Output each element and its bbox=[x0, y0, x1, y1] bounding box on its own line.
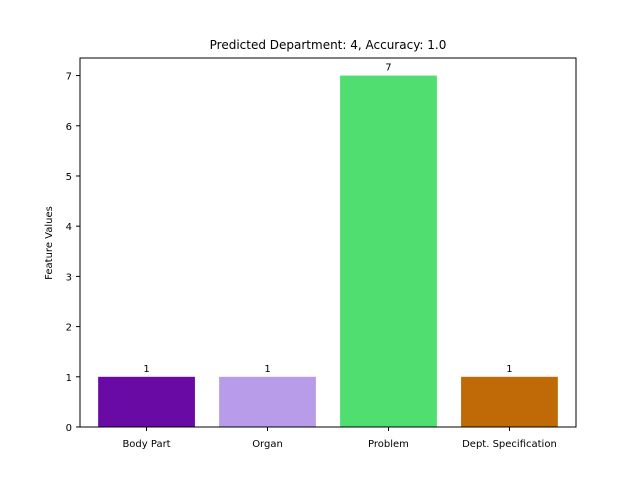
plot-frame bbox=[79, 57, 577, 428]
bar-value-label-2: 7 bbox=[385, 63, 391, 74]
y-tick-label-6: 6 bbox=[66, 122, 72, 133]
y-tick-label-4: 4 bbox=[66, 222, 72, 233]
data-labels-layer: 1 1 7 1 bbox=[143, 63, 512, 375]
bar-value-label-3: 1 bbox=[506, 364, 512, 375]
y-tick-label-3: 3 bbox=[66, 272, 72, 283]
y-axis: 0 1 2 3 4 5 6 7 bbox=[66, 72, 80, 434]
chart-title: Predicted Department: 4, Accuracy: 1.0 bbox=[210, 38, 447, 52]
x-tick-label-1: Organ bbox=[252, 439, 283, 450]
bar-1 bbox=[219, 376, 316, 427]
y-tick-label-2: 2 bbox=[66, 323, 72, 334]
x-tick-label-3: Dept. Specification bbox=[462, 439, 557, 450]
y-tick-label-5: 5 bbox=[66, 172, 72, 183]
x-axis: Body Part Organ Problem Dept. Specification bbox=[122, 427, 557, 450]
x-tick-label-2: Problem bbox=[368, 439, 409, 450]
y-axis-label: Feature Values bbox=[44, 206, 55, 280]
y-tick-label-0: 0 bbox=[66, 423, 72, 434]
bar-2 bbox=[340, 75, 437, 428]
bar-3 bbox=[461, 376, 558, 427]
bar-value-label-1: 1 bbox=[264, 364, 270, 375]
y-tick-label-1: 1 bbox=[66, 373, 72, 384]
x-tick-label-0: Body Part bbox=[122, 439, 170, 450]
y-tick-label-7: 7 bbox=[66, 72, 72, 83]
bar-0 bbox=[98, 376, 195, 427]
bars-layer bbox=[98, 75, 558, 428]
bar-value-label-0: 1 bbox=[143, 364, 149, 375]
